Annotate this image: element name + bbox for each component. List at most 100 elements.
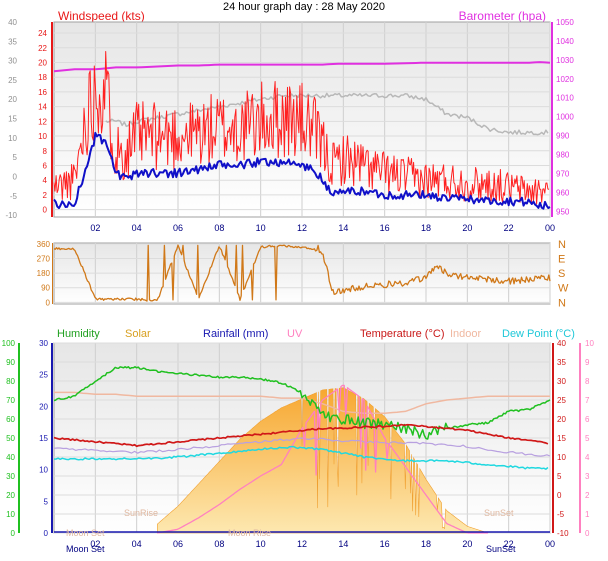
temp-ytick-label: 0 [557,491,562,500]
temp-ytick-label: 15 [557,434,566,443]
direction-axis-bar [52,243,53,304]
temperature-line [53,423,549,448]
wind-ytick-label: 12 [38,117,47,126]
humidity-ytick-label: 30 [6,472,15,481]
compass-label: E [558,253,565,265]
annotation-moon-set-2: Moon Set [66,544,105,554]
baro-ytick-label: 990 [556,132,570,141]
temp-ytick-label: 20 [557,415,566,424]
wind-ytick-label: 2 [43,191,48,200]
baro-ytick-label: 1010 [556,94,574,103]
compass-label: N [558,239,566,251]
wind-panel-xtick-label: 08 [214,223,224,233]
outer-ytick-label: -5 [10,192,18,201]
uv-ytick-label: 6 [585,415,590,424]
rain-ytick-label: 30 [39,339,48,348]
baro-ytick-label: 1000 [556,113,574,122]
baro-ytick-label: 980 [556,151,570,160]
uv-ytick-label: 4 [585,453,590,462]
baro-ytick-label: 1040 [556,37,574,46]
outer-ytick-label: -10 [5,211,17,220]
barometer-line [53,61,551,73]
baro-ytick-label: 1020 [556,75,574,84]
wind-panel-xtick-label: 12 [297,223,307,233]
baro-axis-bar [551,22,553,217]
wind-panel-xtick-label: 06 [173,223,183,233]
climate-panel-xtick-label: 00 [545,539,555,549]
baro-ytick-label: 960 [556,188,570,197]
wind-ytick-label: 10 [38,132,47,141]
temp-ytick-label: 30 [557,377,566,386]
wind-ytick-label: 4 [43,176,48,185]
apparent-temp-line [53,437,551,457]
baro-ytick-label: 1050 [556,18,574,27]
direction-ytick-label: 270 [37,254,51,263]
graph-title: 24 hour graph day : 28 May 2020 [223,1,385,13]
outer-ytick-label: 35 [8,37,17,46]
climate-panel-xtick-label: 02 [90,539,100,549]
uv-axis-bar [579,343,581,533]
rain-ytick-label: 20 [39,402,48,411]
outer-ytick-label: 20 [8,95,17,104]
wind-panel-xtick-label: 14 [338,223,348,233]
solar-area [157,387,489,534]
climate-panel-xtick-label: 20 [462,539,472,549]
wind-ytick-label: 14 [38,103,47,112]
baro-ytick-label: 970 [556,169,570,178]
outer-ytick-label: 40 [8,18,17,27]
baro-ytick-label: 950 [556,207,570,216]
windspeed-gust-line [53,51,550,205]
uv-line [157,384,488,534]
wind-ytick-label: 18 [38,73,47,82]
climate-panel-xtick-label: 18 [421,539,431,549]
uv-ytick-label: 5 [585,434,590,443]
humidity-ytick-label: 100 [2,339,16,348]
uv-ytick-label: 9 [585,358,590,367]
temp-ytick-label: 40 [557,339,566,348]
climate-panel-xtick-label: 06 [173,539,183,549]
climate-panel-xtick-label: 12 [297,539,307,549]
wind-ytick-label: 6 [43,161,48,170]
legend-humidity: Humidity [57,328,100,340]
direction-ytick-label: 180 [37,269,51,278]
rain-ytick-label: 0 [44,529,49,538]
legend-dewpoint: Dew Point (°C) [502,328,575,340]
temp-ytick-label: -5 [557,510,565,519]
humidity-ytick-label: 20 [6,491,15,500]
humidity-ytick-label: 70 [6,396,15,405]
legend-uv: UV [287,328,303,340]
wind-ytick-label: 16 [38,88,47,97]
wind-direction-line [53,244,551,302]
compass-label: W [558,283,569,295]
wind-panel-xtick-label: 20 [462,223,472,233]
annotation-sunset-1: SunSet [484,508,514,518]
wind-panel-xtick-label: 22 [504,223,514,233]
humidity-ytick-label: 10 [6,510,15,519]
temp-axis-bar [552,343,554,533]
dewpoint-line [53,445,549,470]
uv-ytick-label: 1 [585,510,590,519]
rain-ytick-label: 15 [39,434,48,443]
annotation-moon-rise: Moon Rise [228,528,271,538]
outer-ytick-label: 25 [8,76,17,85]
uv-ytick-label: 0 [585,529,590,538]
outer-ytick-label: 30 [8,57,17,66]
temp-ytick-label: -10 [557,529,569,538]
rain-ytick-label: 10 [39,466,48,475]
direction-panel: 0 N 90 W 180 S 270 E 360 N [37,239,569,310]
annotation-sunrise: SunRise [124,508,158,518]
humidity-ytick-label: 0 [11,529,16,538]
temp-ytick-label: 35 [557,358,566,367]
climate-legend: Humidity Solar Rainfall (mm) UV Temperat… [57,328,575,340]
uv-ytick-label: 7 [585,396,590,405]
outer-ytick-label: 10 [8,134,17,143]
wind-axis-bar [51,22,53,217]
wind-panel: 024681012141618202224-10-505101520253035… [5,18,574,233]
humidity-ytick-label: 80 [6,377,15,386]
outer-ytick-label: 15 [8,115,17,124]
direction-ytick-label: 360 [37,240,51,249]
wind-panel-xtick-label: 18 [421,223,431,233]
uv-ytick-label: 2 [585,491,590,500]
wind-panel-xtick-label: 02 [90,223,100,233]
